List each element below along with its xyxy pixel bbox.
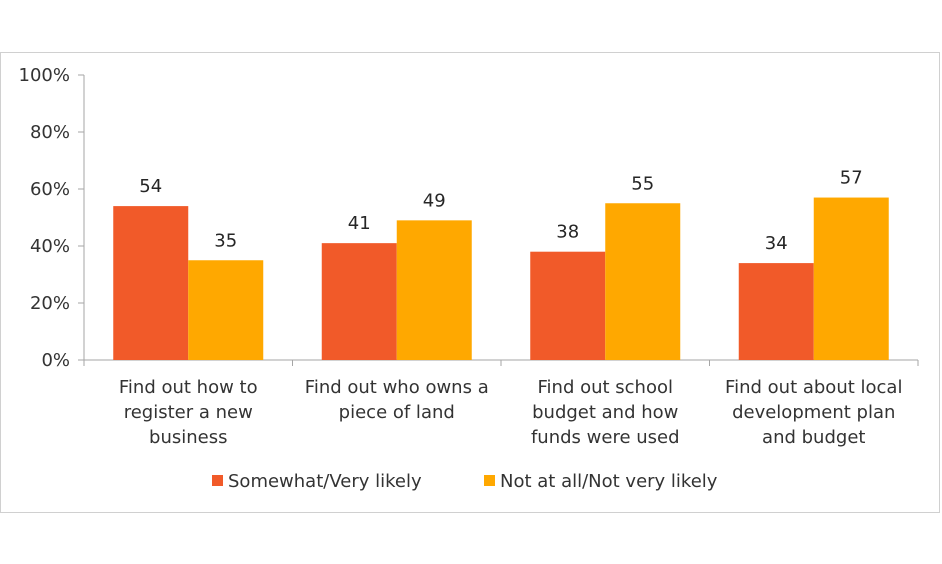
data-label-s0-c2: 38 (556, 222, 579, 243)
category-label-0-line-0: Find out how to (119, 377, 258, 398)
data-label-s1-c0: 35 (214, 230, 237, 251)
bar-s1-c1 (396, 220, 472, 360)
category-label-1-line-0: Find out who owns a (305, 377, 489, 398)
y-tick-label-2: 40% (30, 236, 70, 257)
legend-swatch-1 (484, 475, 495, 486)
category-label-2-line-2: funds were used (531, 427, 680, 448)
category-label-2-line-1: budget and how (532, 402, 678, 423)
bar-s1-c3 (813, 197, 889, 360)
y-tick-label-4: 80% (30, 122, 70, 143)
legend-label-1: Not at all/Not very likely (500, 471, 718, 492)
category-label-3-line-2: and budget (762, 427, 865, 448)
legend-swatch-0 (212, 475, 223, 486)
y-tick-label-3: 60% (30, 179, 70, 200)
y-tick-label-1: 20% (30, 293, 70, 314)
category-label-0-line-2: business (149, 427, 227, 448)
data-label-s1-c3: 57 (840, 168, 863, 189)
bar-s0-c0 (113, 206, 189, 360)
bar-s0-c3 (738, 263, 814, 360)
category-label-3-line-0: Find out about local (725, 377, 902, 398)
y-tick-label-0: 0% (41, 350, 70, 371)
bar-s1-c0 (188, 260, 264, 360)
legend-label-0: Somewhat/Very likely (228, 471, 422, 492)
category-label-1-line-1: piece of land (339, 402, 455, 423)
data-label-s0-c1: 41 (348, 213, 371, 234)
bar-s0-c1 (321, 243, 397, 360)
category-label-2-line-0: Find out school (537, 377, 673, 398)
data-label-s0-c3: 34 (765, 233, 788, 254)
data-label-s0-c0: 54 (139, 176, 162, 197)
category-label-3-line-1: development plan (732, 402, 895, 423)
data-label-s1-c1: 49 (423, 190, 446, 211)
y-tick-label-5: 100% (19, 65, 70, 86)
bar-s1-c2 (605, 203, 681, 360)
category-label-0-line-1: register a new (124, 402, 253, 423)
data-label-s1-c2: 55 (631, 173, 654, 194)
bar-s0-c2 (530, 251, 606, 360)
